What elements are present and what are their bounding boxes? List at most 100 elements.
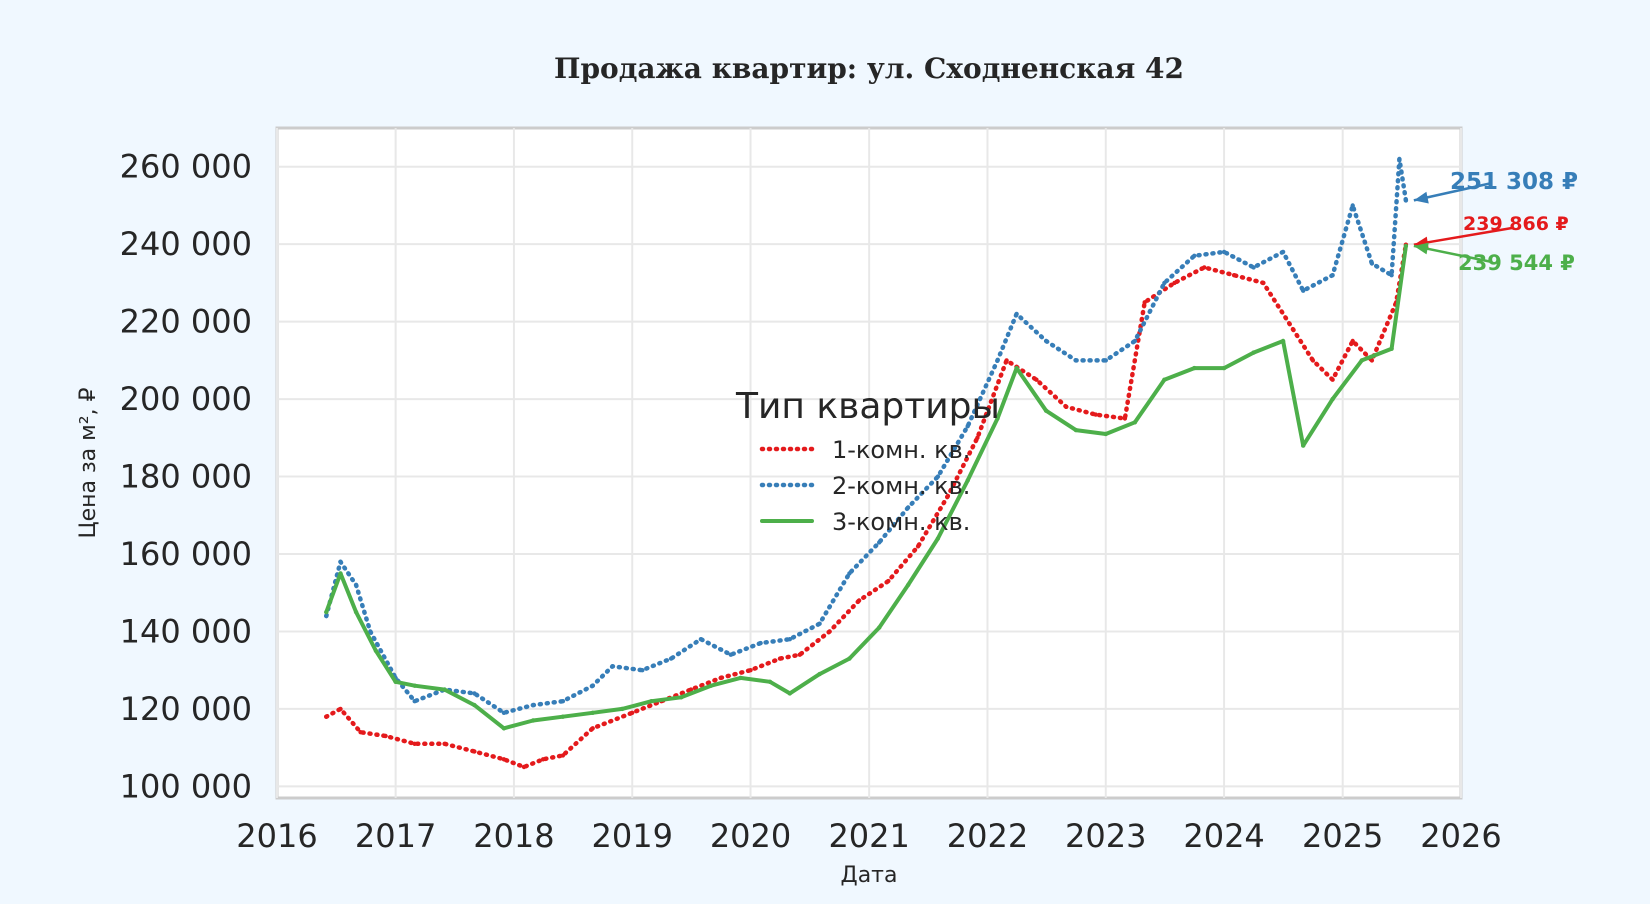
data-point [1132,338,1138,344]
series-line-1 [324,242,1409,770]
data-point [728,652,733,657]
data-point [718,675,723,681]
data-point [1330,377,1335,382]
data-point [1192,365,1197,371]
data-point [1142,300,1147,305]
data-point [472,749,477,754]
data-point [1172,280,1177,286]
data-point [1330,396,1335,402]
data-point [1403,198,1409,203]
data-point [1310,358,1316,363]
data-point [1369,261,1375,266]
y-tick-label: 160 000 [120,535,252,573]
data-point [708,683,714,688]
data-point [1034,377,1039,382]
data-point [442,687,447,692]
end-value-annotations: 251 308 ₽ 239 866 ₽ 239 544 ₽ [1413,169,1578,275]
data-point [560,699,566,704]
y-tick-label: 240 000 [120,225,252,263]
data-point [590,726,595,731]
data-point [758,640,763,646]
data-point [945,493,951,499]
data-point [1330,273,1335,278]
data-point [787,691,792,696]
data-point [935,474,941,479]
data-point [353,582,359,588]
data-point [995,416,1000,421]
y-tick-label: 260 000 [120,148,252,186]
data-point [560,753,566,758]
data-point [501,710,507,715]
data-point [1103,431,1109,437]
end-value-label: 251 308 ₽ [1450,169,1578,195]
data-point [1064,404,1069,409]
data-point [668,656,674,661]
data-point [1389,346,1394,351]
data-point [827,629,832,634]
y-tick-label: 220 000 [120,303,252,341]
data-point [324,609,329,615]
data-point [1073,427,1079,433]
data-point [472,702,477,708]
data-point [1014,365,1019,371]
data-point [1103,358,1109,363]
x-tick-label: 2017 [355,817,436,855]
x-tick-label: 2023 [1065,817,1146,855]
data-point [1004,358,1009,363]
x-tick-label: 2022 [947,817,1028,855]
data-point [383,733,388,739]
data-point [1162,280,1167,286]
data-point [353,609,359,615]
data-point [797,652,802,657]
data-point [393,679,398,684]
data-point [472,691,477,696]
data-point [748,668,753,673]
legend-label: 2-комн. кв. [832,472,970,500]
x-tick-label: 2020 [710,817,791,855]
data-point [847,656,852,661]
data-point [905,505,911,510]
data-point [324,714,329,719]
data-point [1369,358,1375,363]
data-point [1043,408,1049,413]
x-tick-label: 2026 [1420,817,1501,855]
y-tick-labels: 100 000 120 000 140 000 160 000 180 000 200 0… [120,148,252,806]
data-point [373,648,379,653]
data-point [1301,443,1306,448]
data-point [530,718,536,723]
data-point [1280,338,1286,344]
data-point [560,714,566,719]
data-point [412,699,417,704]
data-point [1221,249,1227,255]
data-point [590,683,595,688]
data-point [935,536,941,541]
data-point [915,544,921,549]
data-point [1251,350,1256,355]
data-point [630,710,635,715]
data-point [877,625,882,630]
data-point [698,637,704,642]
x-tick-label: 2021 [828,817,909,855]
data-point [679,695,684,700]
y-axis-label: Цена за м², ₽ [76,387,101,538]
x-axis-label: Дата [841,863,898,888]
data-point [1122,416,1128,421]
grid-lines [276,128,1462,798]
end-value-label: 239 866 ₽ [1463,213,1569,235]
x-tick-label: 2025 [1302,817,1383,855]
data-point [1192,253,1197,258]
data-point [965,424,970,429]
y-tick-label: 200 000 [120,380,252,418]
data-point [817,621,822,626]
data-point [1359,358,1365,363]
data-point [767,679,773,684]
annotation-arrowhead [1413,242,1429,255]
data-point [995,358,1000,363]
data-point [1301,288,1306,293]
data-point [324,613,329,619]
data-point [738,675,743,681]
data-point [521,764,527,770]
data-point [1231,273,1237,278]
data-point [856,598,862,603]
data-point [1290,327,1296,332]
